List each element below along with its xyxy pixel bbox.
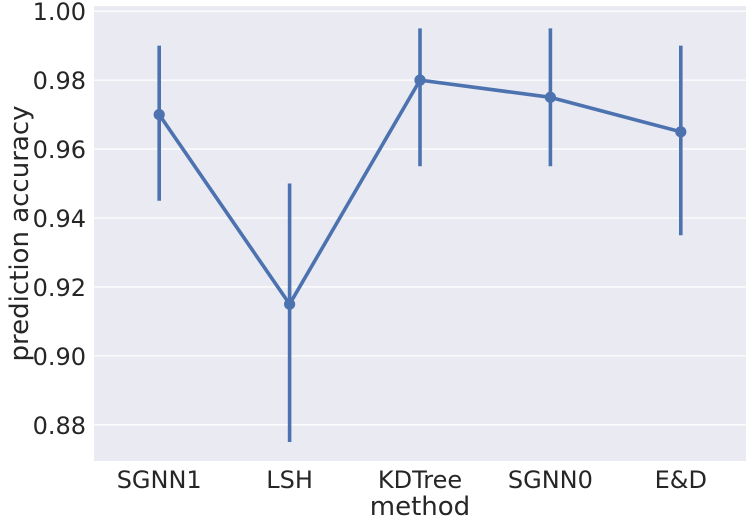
y-tick-label: 0.96 [33, 136, 86, 164]
data-points [153, 74, 687, 310]
y-tick-labels: 0.88 0.90 0.92 0.94 0.96 0.98 1.00 [33, 0, 86, 440]
x-tick-label: E&D [655, 466, 707, 494]
data-point [284, 298, 296, 310]
y-axis-label: prediction accuracy [5, 105, 35, 361]
data-point [414, 74, 426, 86]
x-tick-label: LSH [266, 466, 313, 494]
data-point [153, 108, 165, 121]
y-tick-label: 0.94 [33, 205, 86, 233]
x-tick-label: SGNN1 [117, 466, 202, 494]
data-point [675, 126, 687, 138]
data-point [544, 91, 557, 103]
y-tick-label: 1.00 [33, 0, 86, 26]
x-tick-label: SGNN0 [508, 466, 593, 494]
x-axis-label: method [370, 492, 470, 522]
x-tick-label: KDTree [378, 466, 462, 494]
y-tick-label: 0.88 [33, 412, 86, 440]
y-tick-label: 0.98 [33, 67, 86, 95]
y-tick-label: 0.92 [33, 274, 86, 302]
y-tick-label: 0.90 [33, 343, 86, 371]
x-tick-labels: SGNN1 LSH KDTree SGNN0 E&D [117, 466, 707, 494]
